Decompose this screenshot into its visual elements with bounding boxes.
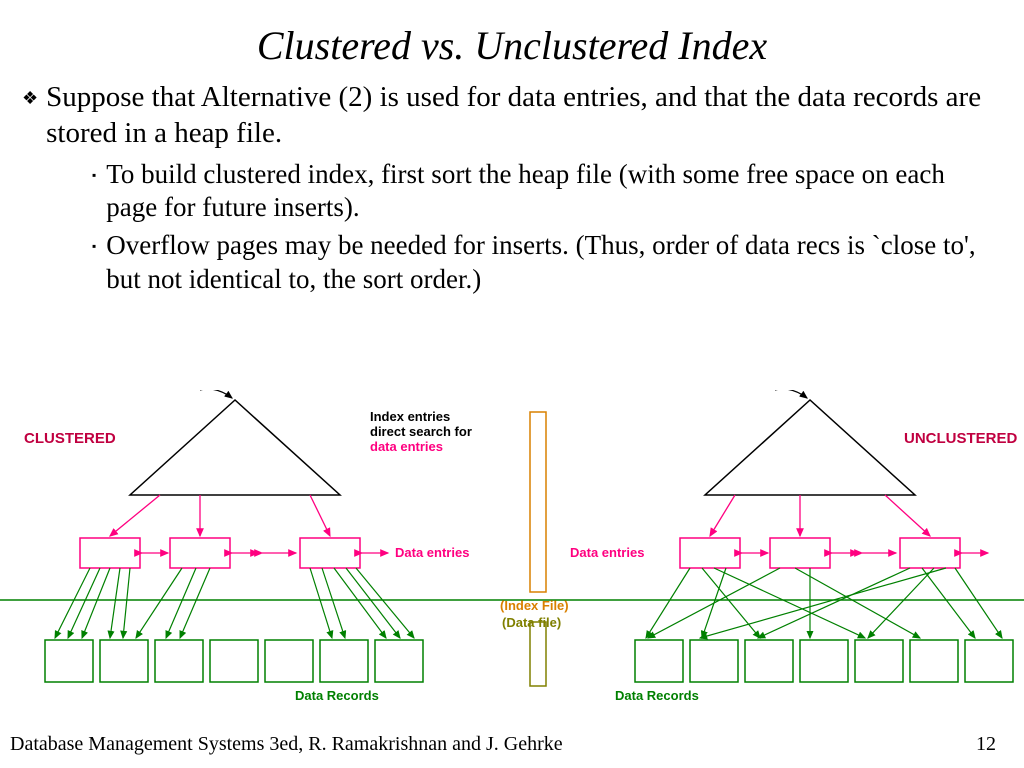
data-file-label: (Data file) [502,615,561,630]
bullet-2a: ▪ To build clustered index, first sort t… [92,158,994,226]
data-records-right-label: Data Records [615,688,699,703]
index-entries-l1: Index entries [370,409,450,424]
bullet-2b-text: Overflow pages may be needed for inserts… [106,229,994,297]
index-diagram: CLUSTERED UNCLUSTERED Index entries dire… [0,390,1024,720]
unclustered-label: UNCLUSTERED [904,430,1017,447]
bullet-2b: ▪ Overflow pages may be needed for inser… [92,229,994,297]
bullet-1-text: Suppose that Alternative (2) is used for… [46,79,994,152]
footer-citation: Database Management Systems 3ed, R. Rama… [10,733,563,756]
index-entries-caption: Index entries direct search for data ent… [370,410,472,455]
index-entries-l2: direct search for [370,424,472,439]
data-entries-right-label: Data entries [570,545,644,560]
clustered-label: CLUSTERED [24,430,116,447]
slide-title: Clustered vs. Unclustered Index [0,0,1024,79]
index-entries-l3: data entries [370,439,443,454]
bullet-mark: ❖ [22,79,38,152]
bullet-list: ❖ Suppose that Alternative (2) is used f… [0,79,1024,297]
bullet-1: ❖ Suppose that Alternative (2) is used f… [22,79,994,152]
page-number: 12 [976,733,996,756]
bullet-mark: ▪ [92,229,96,297]
data-records-left-label: Data Records [295,688,379,703]
bullet-mark: ▪ [92,158,96,226]
bullet-2a-text: To build clustered index, first sort the… [106,158,994,226]
diagram-svg [0,390,1024,720]
index-file-label: (Index File) [500,598,569,613]
data-entries-left-label: Data entries [395,545,469,560]
